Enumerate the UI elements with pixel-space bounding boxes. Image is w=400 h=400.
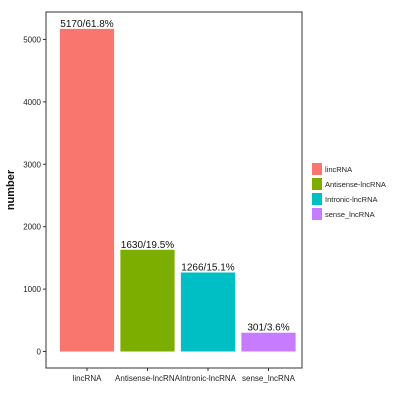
- bars-group: 5170/61.8% 1630/19.5% 1266/15.1% 301/3.6%: [59, 19, 296, 352]
- legend-entry: Intronic-lncRNA: [325, 195, 378, 204]
- x-tick-label: Intronic-lncRNA: [180, 374, 237, 383]
- bar-sense_lncrna: [241, 332, 296, 352]
- y-tick-label: 5000: [23, 36, 41, 45]
- legend-swatch: [312, 163, 322, 175]
- legend-swatch: [312, 178, 322, 190]
- y-tick-label: 0: [37, 348, 42, 357]
- bar-intronic-lncrna: [180, 272, 236, 352]
- x-tick-label: lincRNA: [73, 374, 103, 383]
- bar-lincrna: [59, 28, 115, 352]
- x-axis: lincRNA Antisense-lncRNA Intronic-lncRNA se…: [73, 368, 296, 383]
- y-axis-label: number: [5, 169, 17, 210]
- x-tick-label: sense_lncRNA: [242, 374, 296, 383]
- y-tick-label: 1000: [23, 285, 41, 294]
- y-tick-label: 2000: [23, 223, 41, 232]
- data-label: 301/3.6%: [247, 323, 289, 334]
- data-label: 5170/61.8%: [60, 19, 113, 30]
- legend-entry: lincRNA: [325, 165, 352, 174]
- data-label: 1266/15.1%: [181, 263, 234, 274]
- legend-entry: Antisense-lncRNA: [325, 180, 386, 189]
- y-axis: 0 1000 2000 3000 4000 5000: [23, 36, 46, 357]
- legend: lincRNA Antisense-lncRNA Intronic-lncRNA se…: [312, 163, 386, 220]
- bar-antisense-lncrna: [120, 249, 175, 352]
- data-label: 1630/19.5%: [121, 240, 174, 251]
- x-tick-label: Antisense-lncRNA: [115, 374, 181, 383]
- legend-entry: sense_lncRNA: [325, 210, 375, 219]
- y-tick-label: 3000: [23, 160, 41, 169]
- y-tick-label: 4000: [23, 98, 41, 107]
- legend-swatch: [312, 208, 322, 220]
- legend-swatch: [312, 193, 322, 205]
